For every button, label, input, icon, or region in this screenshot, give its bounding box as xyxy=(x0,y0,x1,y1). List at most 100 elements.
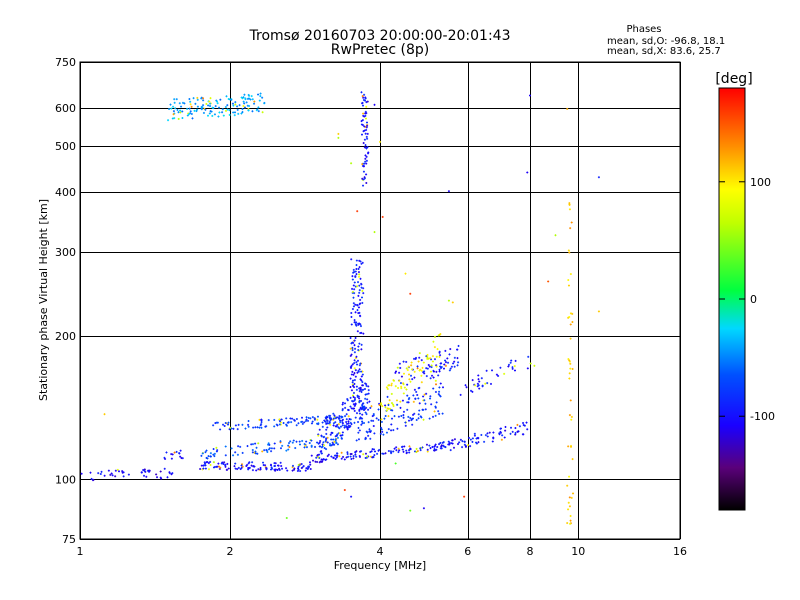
data-point xyxy=(360,408,363,411)
data-point xyxy=(341,422,344,425)
data-point xyxy=(270,468,273,471)
data-point xyxy=(367,151,370,154)
data-point xyxy=(410,419,413,422)
data-point xyxy=(415,451,418,454)
data-point xyxy=(189,103,192,106)
data-point xyxy=(442,386,445,389)
data-point xyxy=(387,450,390,453)
data-point xyxy=(181,117,184,120)
data-point xyxy=(323,444,326,447)
data-point xyxy=(293,468,296,471)
data-point xyxy=(569,312,572,315)
data-point xyxy=(358,412,361,415)
data-point xyxy=(121,471,124,474)
data-point xyxy=(193,109,196,112)
data-point xyxy=(238,104,241,107)
data-point xyxy=(242,104,245,107)
data-point xyxy=(99,472,102,475)
data-point xyxy=(326,419,329,422)
data-point xyxy=(345,422,348,425)
data-point xyxy=(349,425,352,428)
data-point xyxy=(417,413,420,416)
data-point xyxy=(227,421,230,424)
data-point xyxy=(438,390,441,393)
data-point xyxy=(358,322,361,325)
data-point xyxy=(389,407,392,410)
data-point xyxy=(350,364,353,367)
data-point xyxy=(257,468,260,471)
data-point xyxy=(230,447,233,450)
data-point xyxy=(328,422,331,425)
data-point xyxy=(304,469,307,472)
data-point xyxy=(321,421,324,424)
data-point xyxy=(143,468,146,471)
data-point xyxy=(257,442,260,445)
data-point xyxy=(247,97,250,100)
data-point xyxy=(273,468,276,471)
data-point xyxy=(276,468,279,471)
data-point xyxy=(215,450,218,453)
data-point xyxy=(340,451,343,454)
data-point xyxy=(406,401,409,404)
data-point xyxy=(294,447,297,450)
data-point xyxy=(338,417,341,420)
data-point xyxy=(451,439,454,442)
data-point xyxy=(329,419,332,422)
data-point xyxy=(146,469,149,472)
data-point xyxy=(240,464,243,467)
data-point xyxy=(447,299,450,302)
data-point xyxy=(163,456,166,459)
data-point xyxy=(263,449,266,452)
data-point xyxy=(363,125,366,128)
data-point xyxy=(568,208,571,211)
data-point xyxy=(476,385,479,388)
data-point xyxy=(419,415,422,418)
data-point xyxy=(121,470,124,473)
data-point xyxy=(371,456,374,459)
data-point xyxy=(175,98,178,101)
data-point xyxy=(484,382,487,385)
data-point xyxy=(369,455,372,458)
data-point xyxy=(364,125,367,128)
data-point xyxy=(336,443,339,446)
data-point xyxy=(356,304,359,307)
data-point xyxy=(215,446,218,449)
data-point xyxy=(242,96,245,99)
data-point xyxy=(350,423,353,426)
data-point xyxy=(322,441,325,444)
data-point xyxy=(325,428,328,431)
data-point xyxy=(224,454,227,457)
data-point xyxy=(449,449,452,452)
data-point xyxy=(381,430,384,433)
data-point xyxy=(420,359,423,362)
data-point xyxy=(209,110,212,113)
data-point xyxy=(365,181,368,184)
data-point xyxy=(413,357,416,360)
data-point xyxy=(597,310,600,313)
data-point xyxy=(400,414,403,417)
data-point xyxy=(350,457,353,460)
data-point xyxy=(492,431,495,434)
data-point xyxy=(258,418,261,421)
data-point xyxy=(392,429,395,432)
data-point xyxy=(114,475,117,478)
data-point xyxy=(514,433,517,436)
data-point xyxy=(201,452,204,455)
data-point xyxy=(567,445,570,448)
data-point xyxy=(491,369,494,372)
data-point xyxy=(448,443,451,446)
data-point xyxy=(357,345,360,348)
data-point xyxy=(372,414,375,417)
data-point xyxy=(404,424,407,427)
data-point xyxy=(323,420,326,423)
data-point xyxy=(358,291,361,294)
data-point xyxy=(361,95,364,98)
data-point xyxy=(525,421,528,424)
data-point xyxy=(364,397,367,400)
data-point xyxy=(471,379,474,382)
data-point xyxy=(320,452,323,455)
data-point xyxy=(209,102,212,105)
data-point xyxy=(240,466,243,469)
data-point xyxy=(144,470,147,473)
data-point xyxy=(243,102,246,105)
